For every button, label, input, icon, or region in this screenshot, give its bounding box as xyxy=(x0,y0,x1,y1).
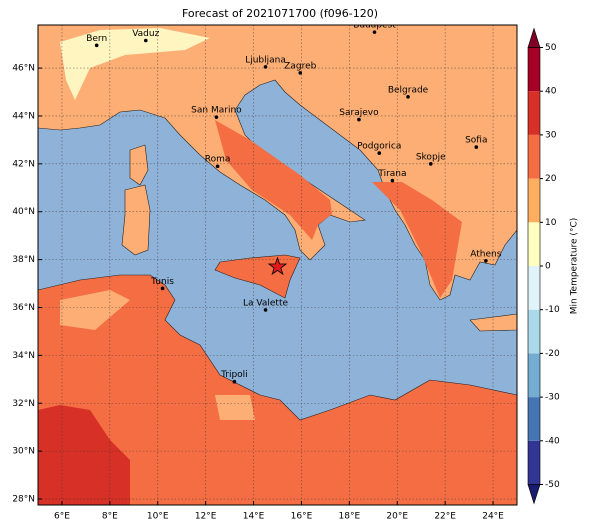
city-label: Bern xyxy=(86,34,107,44)
city-label: Athens xyxy=(470,249,501,259)
x-tick-label: 18°E xyxy=(339,512,361,522)
colorbar-segment xyxy=(528,440,540,485)
y-tick-label: 28°N xyxy=(12,495,35,505)
colorbar-tick-label: -50 xyxy=(545,480,560,490)
y-tick-label: 34°N xyxy=(12,351,35,361)
city-dot xyxy=(372,30,377,34)
city-label: Podgorica xyxy=(357,142,401,152)
land-africa xyxy=(38,274,517,505)
balkan-warm xyxy=(372,182,462,298)
city-label: Budapest xyxy=(353,21,396,31)
y-tick-label: 40°N xyxy=(12,207,35,217)
city-dot xyxy=(406,95,410,99)
x-tick-label: 10°E xyxy=(147,512,169,522)
city-dot xyxy=(298,71,303,75)
colorbar-tick-label: 20 xyxy=(545,174,557,184)
city-dot xyxy=(214,115,219,119)
city-dot xyxy=(357,117,361,122)
city-label: San Marino xyxy=(191,106,242,116)
city-dot xyxy=(94,43,99,48)
x-tick-label: 14°E xyxy=(243,512,265,522)
y-tick-label: 30°N xyxy=(12,447,35,457)
colorbar-tick-label: -30 xyxy=(545,393,560,403)
y-tick-label: 36°N xyxy=(12,303,35,313)
axes: 6°E 8°E 10°E 12°E 14°E 16°E 18°E 20°E 22°E 24°E 28… xyxy=(12,64,504,522)
colorbar-tick-label: 10 xyxy=(545,218,557,228)
city-dot xyxy=(390,178,395,183)
x-tick-label: 20°E xyxy=(386,512,408,522)
sardinia xyxy=(121,184,151,256)
map-frame xyxy=(37,24,518,506)
city-dot xyxy=(160,286,165,291)
colorbar-segment xyxy=(528,134,540,179)
y-tick-label: 46°N xyxy=(12,64,35,74)
colorbar-tick-label: -20 xyxy=(545,349,560,359)
colorbar-tick-label: -40 xyxy=(545,436,560,446)
colorbar-under xyxy=(527,484,541,505)
colorbar-over xyxy=(527,27,541,48)
colorbar-segment xyxy=(528,397,540,441)
colorbar-tick-label: 40 xyxy=(545,87,557,97)
colorbar-segment xyxy=(528,353,540,398)
city-dot xyxy=(143,38,148,43)
colorbar-segment xyxy=(528,309,540,354)
x-tick-label: 6°E xyxy=(54,512,70,522)
x-tick-label: 16°E xyxy=(291,512,313,522)
city-dot xyxy=(474,145,479,149)
y-tick-label: 32°N xyxy=(12,399,35,409)
city-label: Sofia xyxy=(465,136,487,146)
y-tick-label: 38°N xyxy=(12,255,35,265)
city-dot xyxy=(232,379,237,384)
city-label: Sarajevo xyxy=(339,108,379,118)
x-tick-label: 8°E xyxy=(102,512,118,522)
event-marker xyxy=(267,256,288,276)
city-dot xyxy=(215,164,220,169)
city-label: Vaduz xyxy=(132,29,159,39)
colorbar-segment xyxy=(528,91,540,135)
tripoli-mild xyxy=(215,395,255,420)
city-dot xyxy=(428,162,433,166)
city-label: Tunis xyxy=(150,277,174,287)
x-tick-label: 22°E xyxy=(434,512,456,522)
city-label: Tripoli xyxy=(220,370,248,380)
city-label: Roma xyxy=(205,155,231,165)
crete xyxy=(469,313,517,332)
city-label: La Valette xyxy=(243,298,288,308)
map-title: Forecast of 2021071700 (f096-120) xyxy=(182,7,378,20)
x-tick-label: 24°E xyxy=(482,512,504,522)
city-label: Belgrade xyxy=(388,85,429,95)
corsica xyxy=(129,144,149,186)
city-label: Zagreb xyxy=(284,61,316,71)
colorbar-segment xyxy=(528,178,540,223)
city-dot xyxy=(263,65,268,69)
city-label: Tirana xyxy=(377,169,406,179)
colorbar-tick-label: -10 xyxy=(545,305,560,315)
y-tick-label: 44°N xyxy=(12,111,35,121)
colorbar-segment xyxy=(528,222,540,266)
colorbar-segment xyxy=(528,266,540,310)
city-dot xyxy=(263,308,268,312)
x-tick-label: 12°E xyxy=(195,512,217,522)
y-tick-label: 42°N xyxy=(12,159,35,169)
colorbar-tick-label: 50 xyxy=(545,43,557,53)
city-label: Skopje xyxy=(416,152,446,162)
colorbar-label: Min Temperature (°C) xyxy=(570,218,580,315)
africa-mild xyxy=(60,290,130,330)
italy-warm xyxy=(215,120,332,240)
city-dot xyxy=(377,151,382,155)
colorbar-segment xyxy=(528,47,540,92)
city-dot xyxy=(484,259,488,263)
colorbar: -50 -40 -30 -20 -10 0 10 20 30 40 50 Min Temperatur… xyxy=(527,27,580,505)
colorbar-tick-label: 0 xyxy=(545,262,551,272)
colorbar-tick-label: 30 xyxy=(545,130,557,140)
city-label: Ljubljana xyxy=(245,55,286,65)
africa-hot xyxy=(38,405,130,505)
